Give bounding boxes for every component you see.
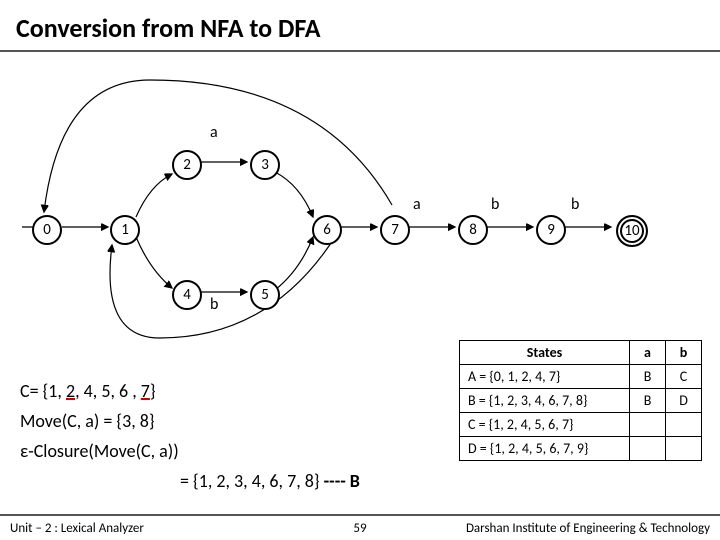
- dfa-table: Statesab A = {0, 1, 2, 4, 7}BCB = {1, 2,…: [459, 340, 702, 461]
- state-1: 1: [110, 215, 140, 245]
- footer-unit: Unit – 2 : Lexical Analyzer: [0, 521, 144, 536]
- table-row: C = {1, 2, 4, 5, 6, 7}: [460, 413, 702, 437]
- table-cell: [666, 413, 702, 437]
- footer-bar: Unit – 2 : Lexical Analyzer 59 Darshan I…: [0, 514, 720, 540]
- closure-text: ε-Closure(Move(C, a)): [20, 440, 179, 462]
- state-0: 0: [32, 215, 62, 245]
- table-cell: D = {1, 2, 4, 5, 6, 7, 9}: [460, 437, 630, 461]
- table-cell: B: [630, 365, 666, 389]
- c-set-text: C= {1, 2, 4, 5, 6 , 7}: [20, 380, 156, 402]
- table-cell: C: [666, 365, 702, 389]
- table-header: b: [666, 341, 702, 365]
- state-5: 5: [250, 280, 280, 310]
- table-cell: [666, 437, 702, 461]
- table-cell: [630, 437, 666, 461]
- state-7: 7: [380, 215, 410, 245]
- nfa-edges: [0, 0, 720, 360]
- state-2: 2: [172, 150, 202, 180]
- table-row: D = {1, 2, 4, 5, 6, 7, 9}: [460, 437, 702, 461]
- move-text: Move(C, a) = {3, 8}: [20, 410, 155, 432]
- edge-label: b: [210, 295, 218, 314]
- state-3: 3: [250, 150, 280, 180]
- table-cell: B: [630, 389, 666, 413]
- table-cell: [630, 413, 666, 437]
- state-10: 10: [616, 215, 648, 247]
- edge-label: a: [413, 195, 421, 214]
- table-cell: C = {1, 2, 4, 5, 6, 7}: [460, 413, 630, 437]
- table-cell: A = {0, 1, 2, 4, 7}: [460, 365, 630, 389]
- state-8: 8: [458, 215, 488, 245]
- edge-label: b: [491, 195, 499, 214]
- table-row: A = {0, 1, 2, 4, 7}BC: [460, 365, 702, 389]
- table-cell: B = {1, 2, 3, 4, 6, 7, 8}: [460, 389, 630, 413]
- edge-label: b: [571, 195, 579, 214]
- edge-label: a: [210, 123, 218, 142]
- state-4: 4: [172, 280, 202, 310]
- table-header: States: [460, 341, 630, 365]
- state-6: 6: [312, 215, 342, 245]
- table-cell: D: [666, 389, 702, 413]
- footer-page: 59: [353, 521, 366, 536]
- result-text: = {1, 2, 3, 4, 6, 7, 8} ---- B: [180, 470, 360, 492]
- footer-institute: Darshan Institute of Engineering & Techn…: [466, 521, 710, 536]
- table-row: B = {1, 2, 3, 4, 6, 7, 8}BD: [460, 389, 702, 413]
- table-header: a: [630, 341, 666, 365]
- state-9: 9: [536, 215, 566, 245]
